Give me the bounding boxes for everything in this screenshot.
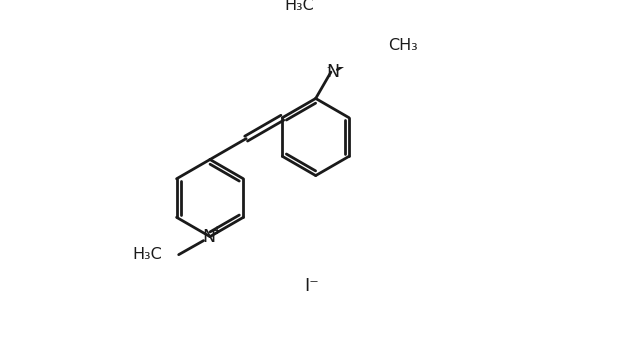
Text: H₃C: H₃C <box>284 0 314 13</box>
Text: N: N <box>326 63 339 81</box>
Text: +: + <box>212 224 223 237</box>
Text: N: N <box>202 227 215 246</box>
Text: H₃C: H₃C <box>133 247 163 262</box>
Text: I⁻: I⁻ <box>305 277 319 295</box>
Text: CH₃: CH₃ <box>388 38 417 53</box>
